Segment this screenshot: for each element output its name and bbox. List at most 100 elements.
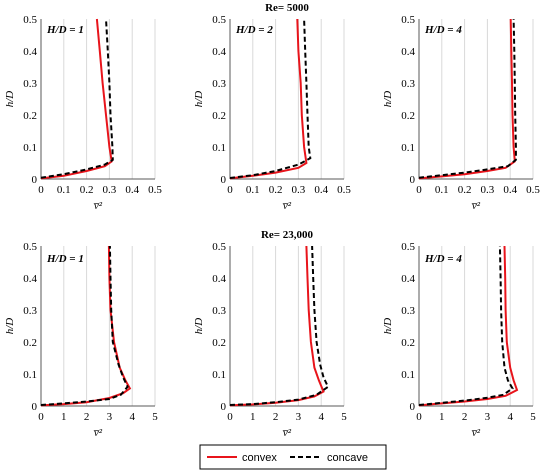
y-axis-label: h/D xyxy=(193,318,205,335)
x-tick-label: 0.4 xyxy=(503,184,517,196)
x-tick-label: 5 xyxy=(341,411,347,423)
series-line-concave xyxy=(418,245,514,406)
chart-panel-1: 0 0.1 0.2 0.3 0.4 0.5 0 0.1 0.2 0.3 0.4 0.5 h/D v̅² H/… xyxy=(4,14,162,212)
series-line-concave xyxy=(418,18,517,179)
x-tick-label: 1 xyxy=(250,411,256,423)
y-tick-label: 0.4 xyxy=(401,273,415,285)
x-axis-label: v̅² xyxy=(93,200,103,212)
hd-annotation: H/D = 1 xyxy=(46,24,84,36)
x-tick-label: 3 xyxy=(296,411,302,423)
y-axis-label: h/D xyxy=(382,318,394,335)
legend-label-concave: concave xyxy=(327,452,368,464)
y-axis-label: h/D xyxy=(4,91,16,108)
y-tick-label: 0.5 xyxy=(212,14,226,26)
series-line-concave xyxy=(229,18,312,179)
y-axis-label: h/D xyxy=(4,318,16,335)
y-tick-label: 0 xyxy=(221,174,227,186)
y-tick-label: 0.1 xyxy=(212,369,226,381)
y-tick-label: 0.3 xyxy=(23,305,37,317)
y-tick-label: 0.1 xyxy=(401,369,415,381)
x-tick-label: 1 xyxy=(439,411,445,423)
x-tick-label: 0.2 xyxy=(269,184,283,196)
series-line-convex xyxy=(40,245,132,407)
series-line-concave xyxy=(40,18,114,179)
x-tick-label: 3 xyxy=(485,411,491,423)
x-tick-label: 4 xyxy=(129,411,135,423)
y-tick-label: 0.2 xyxy=(23,337,37,349)
x-tick-label: 0 xyxy=(227,184,233,196)
y-tick-label: 0.1 xyxy=(401,142,415,154)
hd-annotation: H/D = 4 xyxy=(424,253,462,265)
series-line-convex xyxy=(418,18,516,180)
legend: convex concave xyxy=(199,444,387,470)
y-tick-label: 0.2 xyxy=(212,337,226,349)
x-tick-label: 5 xyxy=(152,411,158,423)
x-tick-label: 0.3 xyxy=(103,184,117,196)
y-tick-label: 0.3 xyxy=(23,78,37,90)
y-tick-label: 0.5 xyxy=(401,14,415,26)
x-tick-label: 0.1 xyxy=(57,184,71,196)
x-tick-label: 4 xyxy=(318,411,324,423)
x-tick-label: 0 xyxy=(38,411,44,423)
y-tick-label: 0.1 xyxy=(212,142,226,154)
chart-panel-5: 0 1 2 3 4 5 0 0.1 0.2 0.3 0.4 0.5 h/D v̅² xyxy=(193,241,347,439)
x-tick-label: 0 xyxy=(416,411,422,423)
x-tick-label: 0 xyxy=(416,184,422,196)
hd-annotation: H/D = 4 xyxy=(424,24,462,36)
y-tick-label: 0.3 xyxy=(212,78,226,90)
series-line-convex xyxy=(229,245,325,407)
chart-panel-6: 0 1 2 3 4 5 0 0.1 0.2 0.3 0.4 0.5 h/D v̅² H/D = 4 xyxy=(382,241,536,439)
y-tick-label: 0.2 xyxy=(212,110,226,122)
series-line-convex xyxy=(229,18,308,180)
y-tick-label: 0 xyxy=(410,401,416,413)
x-axis-label: v̅² xyxy=(282,200,292,212)
x-tick-label: 0.2 xyxy=(80,184,94,196)
y-tick-label: 0.2 xyxy=(401,110,415,122)
y-tick-label: 0.5 xyxy=(23,241,37,253)
x-tick-label: 5 xyxy=(530,411,536,423)
y-tick-label: 0.4 xyxy=(23,46,37,58)
y-tick-label: 0.4 xyxy=(212,46,226,58)
x-tick-label: 0.3 xyxy=(481,184,495,196)
y-tick-label: 0.3 xyxy=(401,78,415,90)
x-tick-label: 0.5 xyxy=(148,184,162,196)
row-title-re5000: Re= 5000 xyxy=(265,2,309,14)
y-tick-label: 0.4 xyxy=(401,46,415,58)
x-tick-label: 0.4 xyxy=(314,184,328,196)
chart-panel-4: 0 1 2 3 4 5 0 0.1 0.2 0.3 0.4 0.5 h/D v̅² H/D = 1 xyxy=(4,241,158,439)
y-tick-label: 0.5 xyxy=(23,14,37,26)
y-tick-label: 0.3 xyxy=(401,305,415,317)
x-tick-label: 0.5 xyxy=(337,184,351,196)
x-tick-label: 2 xyxy=(273,411,279,423)
x-tick-label: 1 xyxy=(61,411,67,423)
x-axis-label: v̅² xyxy=(93,427,103,439)
chart-panel-2: 0 0.1 0.2 0.3 0.4 0.5 0 0.1 0.2 0.3 0.4 0.5 h/D v̅² H/… xyxy=(193,14,351,212)
x-tick-label: 0.3 xyxy=(292,184,306,196)
y-tick-label: 0.1 xyxy=(23,142,37,154)
y-axis-label: h/D xyxy=(193,91,205,108)
y-tick-label: 0.3 xyxy=(212,305,226,317)
y-tick-label: 0.4 xyxy=(212,273,226,285)
y-tick-label: 0.5 xyxy=(212,241,226,253)
y-tick-label: 0.4 xyxy=(23,273,37,285)
hd-annotation: H/D = 2 xyxy=(235,24,273,36)
x-tick-label: 3 xyxy=(107,411,113,423)
y-tick-label: 0.2 xyxy=(401,337,415,349)
y-tick-label: 0 xyxy=(410,174,416,186)
legend-label-convex: convex xyxy=(242,452,277,464)
x-axis-label: v̅² xyxy=(282,427,292,439)
x-tick-label: 0.1 xyxy=(246,184,260,196)
x-tick-label: 4 xyxy=(507,411,513,423)
y-tick-label: 0.2 xyxy=(23,110,37,122)
y-tick-label: 0 xyxy=(32,401,38,413)
x-tick-label: 0.2 xyxy=(458,184,472,196)
chart-panel-3: 0 0.1 0.2 0.3 0.4 0.5 0 0.1 0.2 0.3 0.4 0.5 h/D v̅² H/… xyxy=(382,14,540,212)
x-axis-label: v̅² xyxy=(471,200,481,212)
series-line-convex xyxy=(40,18,113,180)
x-tick-label: 0.4 xyxy=(125,184,139,196)
x-tick-label: 2 xyxy=(84,411,90,423)
x-tick-label: 2 xyxy=(462,411,468,423)
x-tick-label: 0 xyxy=(38,184,44,196)
y-tick-label: 0.1 xyxy=(23,369,37,381)
